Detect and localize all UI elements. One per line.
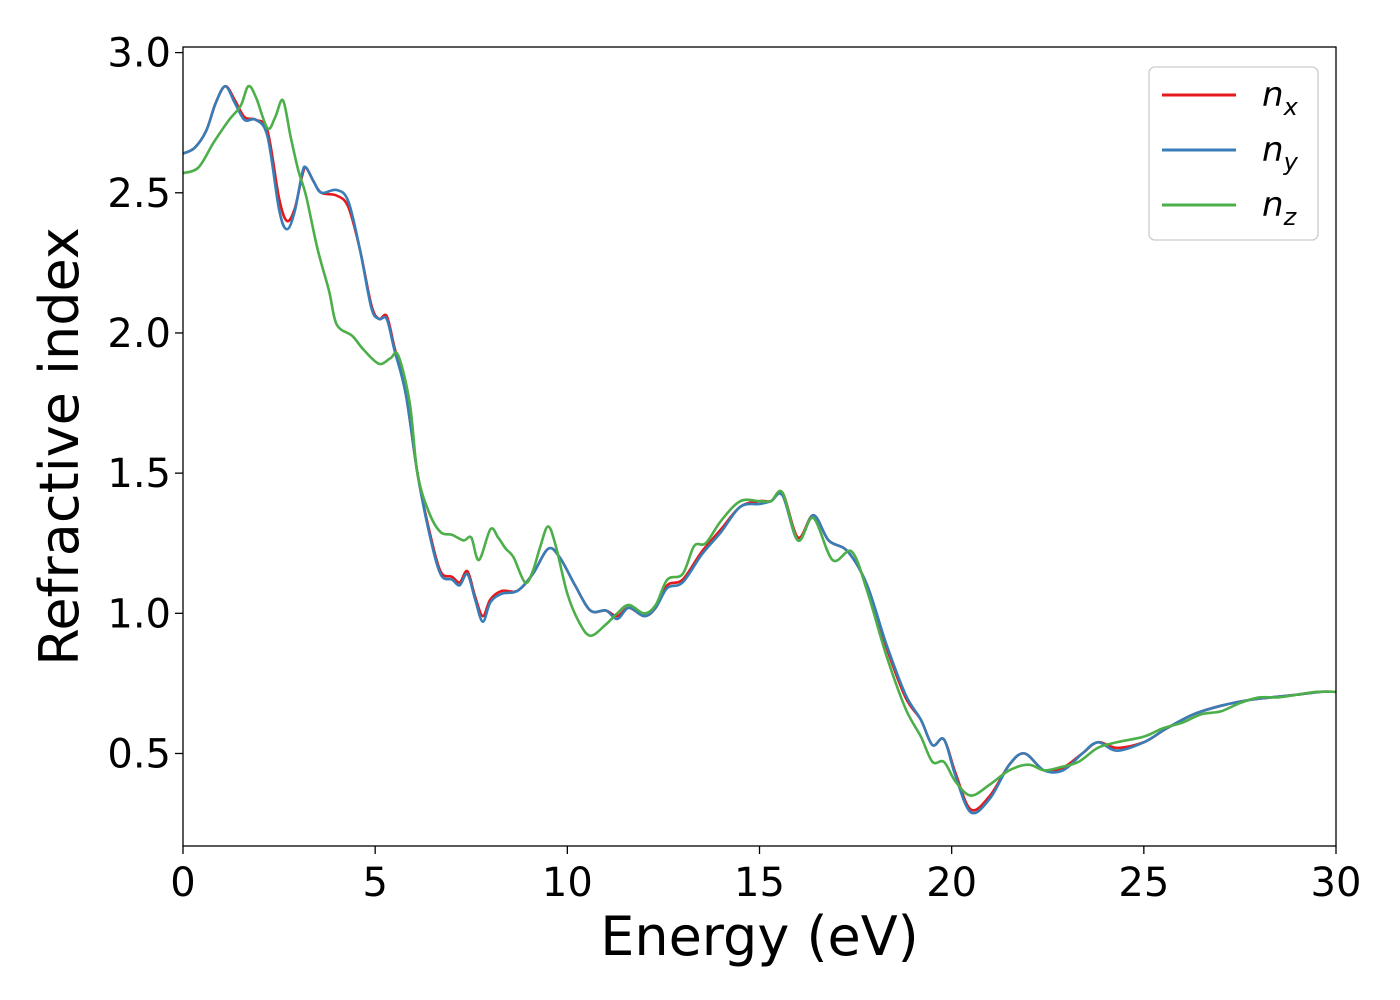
legend-label-subscript: y (1283, 148, 1299, 176)
series-line-ny (183, 84, 1336, 815)
legend-label-subscript: z (1283, 203, 1298, 231)
legend-label-main: n (1262, 130, 1284, 170)
y-tick-label: 1.5 (107, 451, 171, 497)
ticks-layer: 0 5 10 15 20 25 30 0.5 1.0 1.5 2.0 2.5 3.0 (107, 31, 1361, 906)
x-axis-label: Energy (eV) (600, 905, 919, 968)
legend-label-nz: nz (1262, 185, 1298, 231)
x-tick-label: 5 (362, 860, 387, 906)
plot-frame (182, 46, 1337, 847)
series-group (183, 84, 1336, 815)
y-tick-label: 2.0 (107, 311, 171, 357)
y-tick-label: 3.0 (107, 31, 171, 77)
legend-label-main: n (1262, 75, 1284, 115)
legend-label-nx: nx (1262, 75, 1299, 121)
y-tick-label: 1.0 (107, 591, 171, 637)
y-tick-label: 2.5 (107, 171, 171, 217)
series-line-nz (183, 84, 1336, 797)
legend-label-main: n (1262, 185, 1284, 225)
x-tick-label: 0 (170, 860, 195, 906)
x-tick-label: 20 (926, 860, 977, 906)
series-layer (183, 84, 1336, 815)
y-axis-label: Refractive index (28, 227, 91, 666)
x-tick-label: 15 (734, 860, 785, 906)
x-tick-label: 30 (1311, 860, 1362, 906)
legend-label-subscript: x (1283, 93, 1299, 121)
y-tick-label: 0.5 (107, 731, 171, 777)
x-tick-label: 10 (542, 860, 593, 906)
legend-label-ny: ny (1262, 130, 1299, 176)
x-tick-label: 25 (1118, 860, 1169, 906)
legend-box (1148, 66, 1319, 241)
